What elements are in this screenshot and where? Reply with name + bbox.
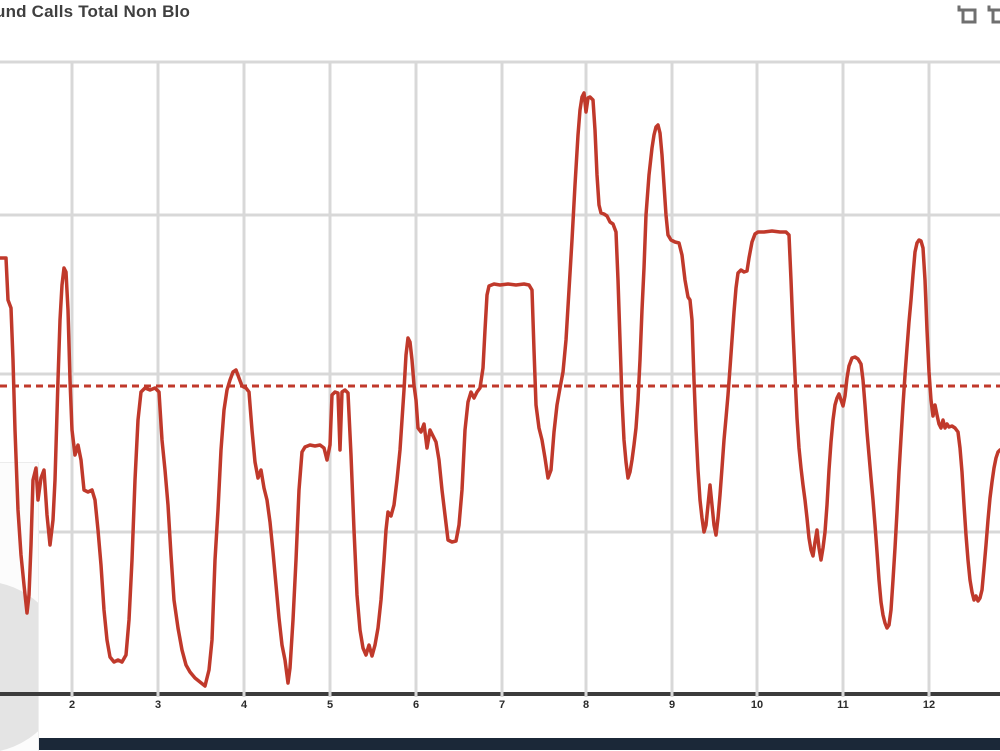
popout-icon-secondary[interactable] xyxy=(986,4,1000,25)
x-tick-label-6: 6 xyxy=(412,699,420,711)
x-tick-label-8: 8 xyxy=(582,699,590,711)
gauge-circle xyxy=(0,581,38,751)
x-tick-label-12: 12 xyxy=(922,699,936,711)
x-tick-label-3: 3 xyxy=(154,699,162,711)
x-tick-label-9: 9 xyxy=(668,699,676,711)
x-tick-label-10: 10 xyxy=(750,699,764,711)
series-line-calls xyxy=(0,91,1000,688)
x-tick-label-2: 2 xyxy=(68,699,76,711)
popout-icon[interactable] xyxy=(956,4,978,25)
x-tick-label-11: 11 xyxy=(837,699,849,711)
x-tick-label-4: 4 xyxy=(240,699,248,711)
chart-toolbar xyxy=(956,4,1000,25)
bottom-bar xyxy=(0,738,1000,750)
x-tick-label-7: 7 xyxy=(498,699,506,711)
chart-title: und Calls Total Non Blo xyxy=(0,2,191,21)
x-tick-label-5: 5 xyxy=(326,699,334,711)
